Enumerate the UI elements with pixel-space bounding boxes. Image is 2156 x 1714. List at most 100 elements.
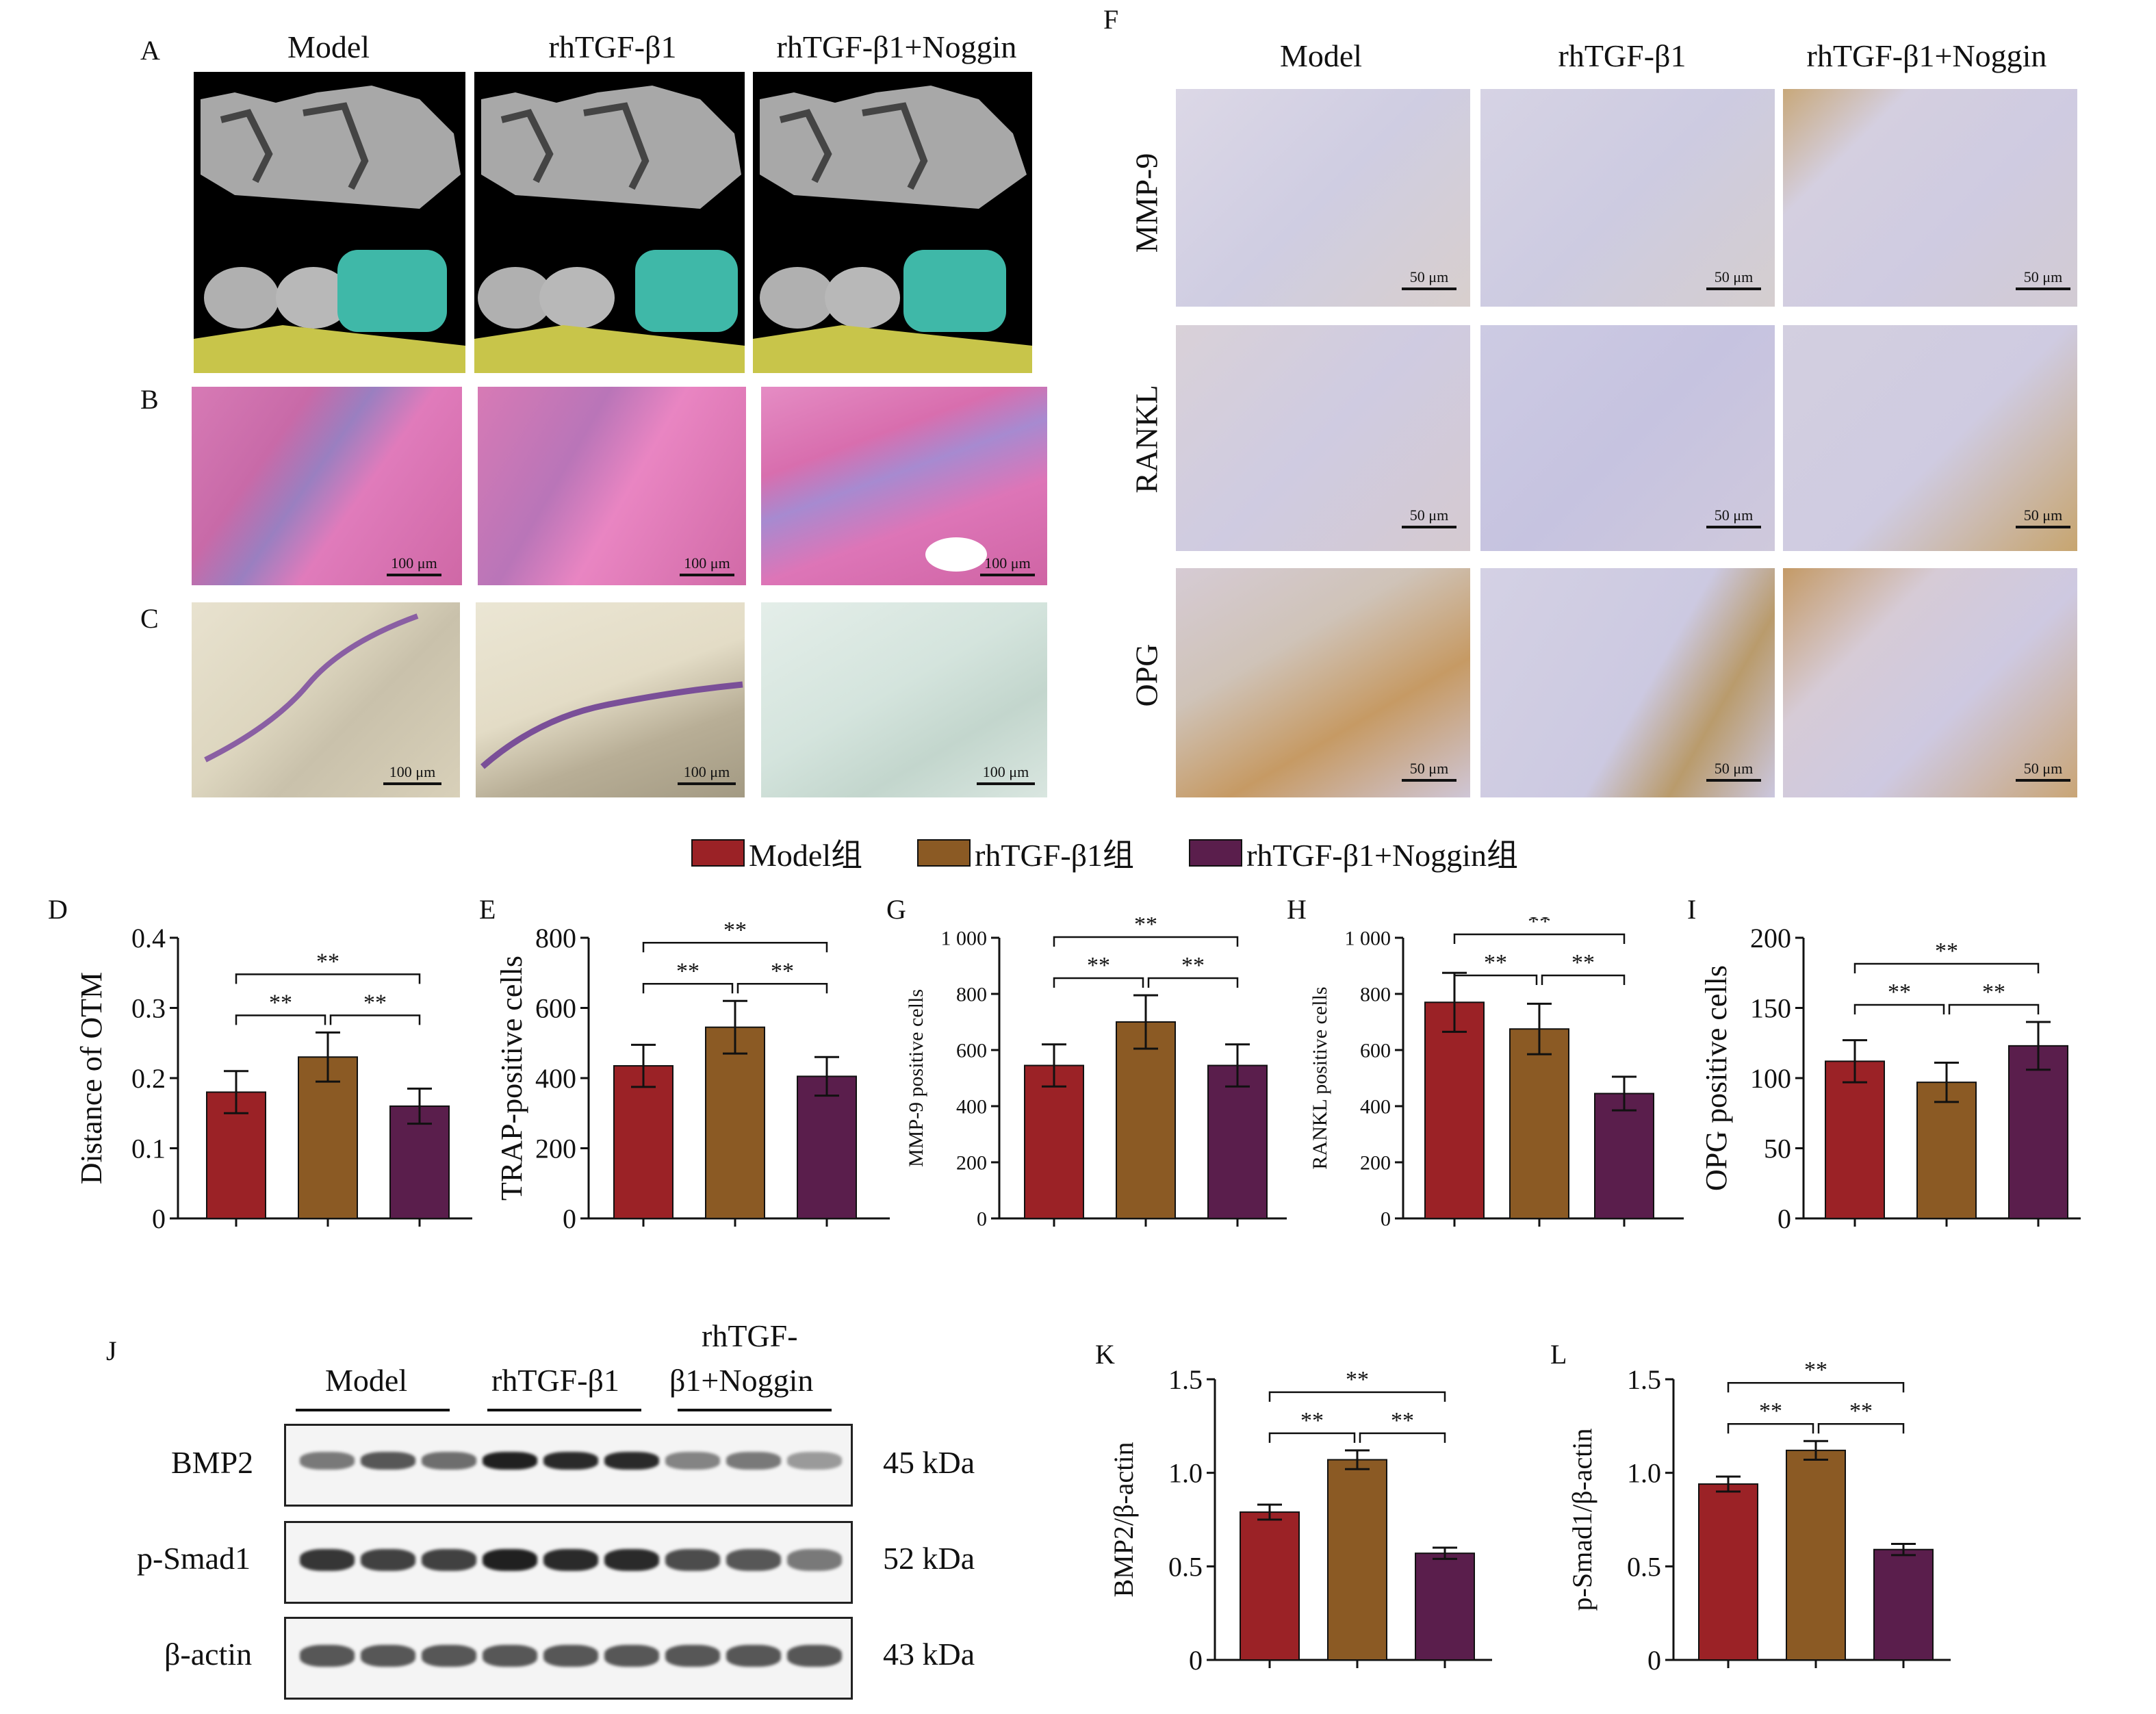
panel-label-e: E: [479, 894, 496, 925]
ihc-row-rankl: RANKL: [1129, 385, 1164, 494]
wb-band: [787, 1549, 842, 1571]
wb-band: [604, 1452, 659, 1470]
significance-label: **: [1759, 1398, 1782, 1424]
ihc-row-opg: OPG: [1129, 643, 1164, 707]
bar: [797, 1075, 857, 1219]
wb-group-line-tgf: [487, 1409, 641, 1411]
bar: [1698, 1483, 1758, 1661]
y-tick-label: 0: [1189, 1645, 1203, 1676]
significance-label: **: [1087, 953, 1110, 978]
legend-swatch-noggin: [1189, 839, 1243, 867]
legend-swatch-model: [691, 839, 745, 867]
panel-label-f: F: [1103, 4, 1119, 35]
wb-band: [483, 1549, 537, 1571]
ihc-column-tgf: rhTGF-β1: [1558, 38, 1686, 73]
bar: [1825, 1060, 1885, 1219]
wb-band: [361, 1549, 415, 1571]
chart-panel-i: 0 50 100 150 200 OPG positive cells ** ** **: [1699, 923, 2081, 1234]
bar: [1207, 1064, 1268, 1219]
significance-bracket: [736, 983, 828, 994]
y-tick-label: 1 000: [941, 928, 988, 950]
wb-band: [604, 1645, 659, 1667]
panel-label-k: K: [1095, 1339, 1115, 1370]
column-label-tgf: rhTGF-β1: [548, 29, 677, 64]
significance-label: **: [1804, 1357, 1827, 1383]
ihc-row-mmp9: MMP-9: [1129, 153, 1164, 253]
bar: [1415, 1552, 1475, 1661]
significance-label: **: [316, 949, 339, 974]
bar: [613, 1065, 673, 1219]
significance-label: **: [363, 990, 387, 1015]
significance-label: **: [1346, 1367, 1369, 1392]
panel-label-b: B: [140, 384, 159, 415]
wb-group-model: Model: [325, 1363, 408, 1398]
wb-band: [300, 1549, 355, 1571]
legend-item-noggin: rhTGF-β1+Noggin组: [1189, 830, 1518, 875]
significance-label: **: [269, 990, 292, 1015]
y-tick-label: 0.5: [1168, 1551, 1203, 1582]
scalebar: 100 μm: [678, 763, 736, 785]
significance-label: **: [1849, 1398, 1873, 1424]
y-tick-label: 200: [1750, 923, 1791, 954]
significance-bracket: [1853, 1003, 1945, 1014]
y-tick-label: 0: [1778, 1203, 1791, 1234]
significance-bracket: [1453, 974, 1538, 985]
wb-size-actin: 43 kDa: [883, 1637, 975, 1672]
panel-label-g: G: [886, 894, 906, 925]
chart-panel-d: 0 0.1 0.2 0.3 0.4 Distance of OTM ** ** **: [75, 923, 472, 1234]
y-tick-label: 200: [1360, 1152, 1391, 1175]
ihc-mmp9-model: 50 μm: [1176, 89, 1470, 307]
wb-blot-bmp2: [284, 1424, 853, 1507]
panel-label-i: I: [1687, 894, 1697, 925]
y-tick-label: 0: [1647, 1645, 1661, 1676]
bar: [1240, 1511, 1300, 1661]
wb-band: [422, 1645, 476, 1667]
panel-label-c: C: [140, 603, 159, 634]
trap-stain-model: 100 μm: [192, 602, 460, 797]
y-axis-label: BMP2/β-actin: [1108, 1442, 1139, 1597]
y-tick-label: 200: [535, 1134, 576, 1164]
scalebar: 50 μm: [1706, 760, 1761, 782]
y-tick-label: 50: [1764, 1134, 1791, 1164]
y-axis-label: RANKL positive cells: [1309, 986, 1331, 1169]
bar: [1024, 1064, 1084, 1219]
significance-label: **: [1571, 950, 1595, 975]
bar: [705, 1026, 765, 1219]
wb-band: [665, 1549, 720, 1571]
ihc-opg-tgf: 50 μm: [1480, 568, 1775, 797]
significance-label: **: [676, 958, 700, 984]
y-tick-label: 1.5: [1168, 1364, 1203, 1395]
significance-label: **: [1134, 917, 1157, 937]
ihc-mmp9-tgf: 50 μm: [1480, 89, 1775, 307]
y-tick-label: 0.1: [131, 1134, 166, 1164]
y-tick-label: 400: [535, 1063, 576, 1094]
y-tick-label: 100: [1750, 1063, 1791, 1094]
significance-label: **: [1935, 938, 1958, 964]
significance-bracket: [1853, 962, 2040, 973]
significance-bracket: [1053, 936, 1239, 947]
y-tick-label: 0: [1381, 1208, 1391, 1231]
y-tick-label: 1 000: [1345, 928, 1391, 950]
y-tick-label: 0: [152, 1203, 166, 1234]
chart-panel-g: 0 200 400 600 800 1 000 MMP-9 positive cells **…: [905, 917, 1287, 1231]
y-tick-label: 1.0: [1168, 1458, 1203, 1489]
y-tick-label: 0.2: [131, 1063, 166, 1094]
panel-label-a: A: [140, 35, 160, 66]
he-stain-tgf: 100 μm: [478, 387, 746, 585]
significance-label: **: [1888, 980, 1911, 1005]
significance-bracket: [1948, 1003, 2040, 1014]
y-tick-label: 200: [956, 1152, 987, 1175]
significance-bracket: [642, 983, 734, 994]
scalebar: 50 μm: [1402, 268, 1456, 290]
y-tick-label: 0: [977, 1208, 987, 1231]
significance-bracket: [235, 1014, 326, 1025]
wb-band: [726, 1645, 781, 1667]
ihc-column-model: Model: [1279, 38, 1363, 73]
bar: [2008, 1045, 2068, 1219]
significance-bracket: [1268, 1391, 1446, 1402]
bar: [1327, 1459, 1387, 1661]
y-tick-label: 800: [1360, 984, 1391, 1006]
y-tick-label: 0: [563, 1203, 576, 1234]
significance-bracket: [1359, 1432, 1446, 1443]
